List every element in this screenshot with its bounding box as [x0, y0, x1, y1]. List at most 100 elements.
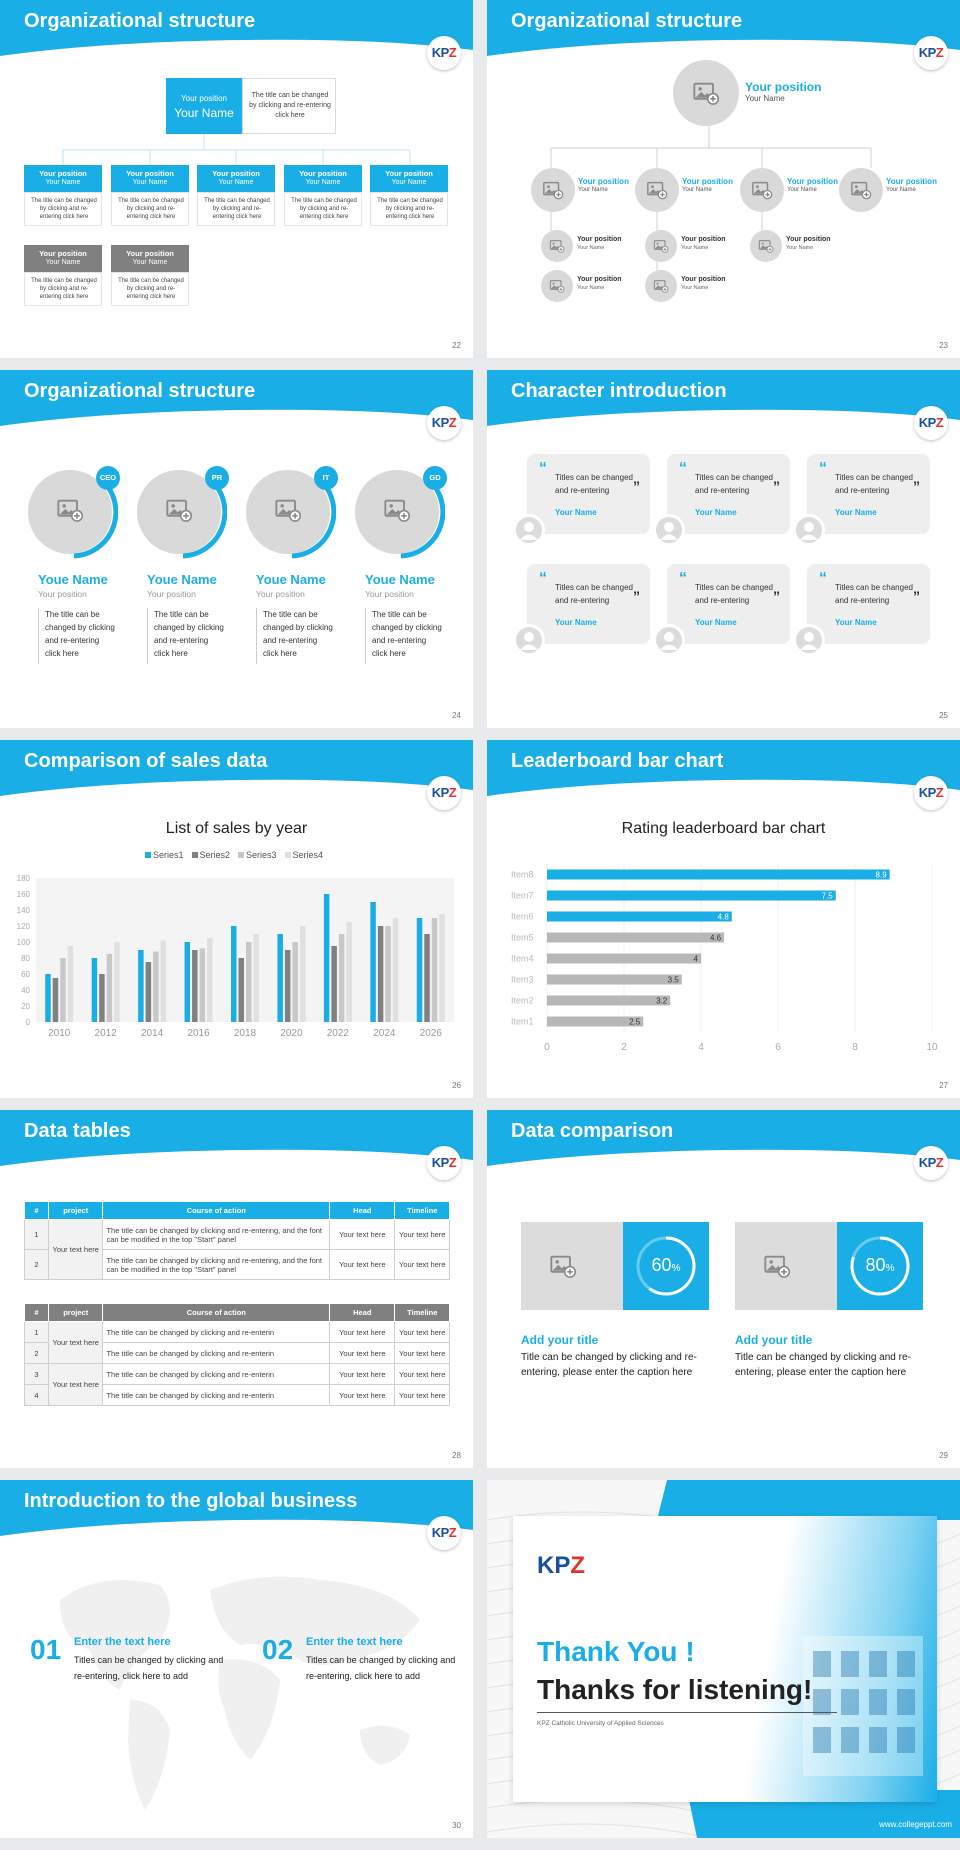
- slide-header-banner: Leaderboard bar chart: [487, 740, 960, 802]
- timeline-cell[interactable]: Your text here: [394, 1219, 450, 1250]
- slide-header-banner: Character introduction: [487, 370, 960, 432]
- project-cell[interactable]: Your text here: [47, 1219, 104, 1280]
- timeline-cell[interactable]: Your text here: [394, 1249, 450, 1280]
- desc-box: The title can be changed by clicking and…: [111, 192, 189, 226]
- slide-30[interactable]: Introduction to the global business KPZ 30…: [0, 1480, 473, 1838]
- item-text: Title can be changed by clicking and re-…: [735, 1352, 911, 1378]
- data-label: 7.5: [822, 892, 834, 901]
- image-placeholder-icon: [653, 238, 669, 254]
- project-cell[interactable]: Your text here: [47, 1321, 104, 1364]
- timeline-cell[interactable]: Your text here: [394, 1384, 450, 1406]
- avatar-placeholder[interactable]: [653, 624, 685, 656]
- bar: [99, 974, 105, 1022]
- member-photo-placeholder[interactable]: [839, 168, 883, 212]
- image-placeholder[interactable]: [521, 1222, 623, 1310]
- leaderboard-bar-chart: 0 2 4 6 8 10 8.9 Item8 7.5 Item7 4.8 Item6 4.6 Item5 4…: [511, 864, 938, 1053]
- slide-title: Data tables: [24, 1120, 131, 1142]
- timeline-cell[interactable]: Your text here: [394, 1342, 450, 1364]
- slide-28[interactable]: Data tables KPZ 28 # project Course of action…: [0, 1110, 473, 1468]
- timeline-cell[interactable]: Your text here: [394, 1363, 450, 1385]
- member-photo-placeholder[interactable]: [635, 168, 679, 212]
- action-cell[interactable]: The title can be changed by clicking and…: [102, 1342, 331, 1364]
- member-photo-placeholder[interactable]: [541, 230, 573, 262]
- member-photo-placeholder[interactable]: [645, 230, 677, 262]
- table-row[interactable]: 1 Your text here The title can be changed …: [24, 1321, 450, 1364]
- slide-22[interactable]: Organizational structure KPZ 22 Your positi…: [0, 0, 473, 358]
- table-row[interactable]: 2 The title can be changed by clicking an…: [24, 1342, 450, 1364]
- quote-text: Titles can be changed and re-entering: [835, 583, 913, 605]
- slide-27[interactable]: Leaderboard bar chart KPZ 27 Rating leaderb…: [487, 740, 960, 1098]
- action-cell[interactable]: The title can be changed by clicking and…: [102, 1219, 331, 1250]
- website-url[interactable]: www.collegeppt.com: [879, 1820, 952, 1829]
- project-cell[interactable]: Your text here: [47, 1363, 104, 1406]
- position-box[interactable]: Your position Your Name: [111, 165, 189, 192]
- legend-entry: Series3: [238, 850, 277, 860]
- position-box[interactable]: Your position Your Name: [111, 245, 189, 272]
- slide-header-banner: Comparison of sales data: [0, 740, 473, 802]
- position-box[interactable]: Your position Your Name: [24, 245, 102, 272]
- action-cell[interactable]: The title can be changed by clicking and…: [102, 1384, 331, 1406]
- action-cell[interactable]: The title can be changed by clicking and…: [102, 1249, 331, 1280]
- quote-card[interactable]: “ Titles can be changed and re-entering” Y…: [807, 564, 930, 644]
- slide-25[interactable]: Character introduction KPZ 25 “ Titles can b…: [487, 370, 960, 728]
- avatar-placeholder[interactable]: [793, 514, 825, 546]
- table-row[interactable]: 1 Your text here The title can be changed …: [24, 1219, 450, 1280]
- avatar-placeholder[interactable]: [653, 514, 685, 546]
- head-cell[interactable]: Your text here: [329, 1363, 396, 1385]
- image-placeholder[interactable]: [735, 1222, 837, 1310]
- name-label: Your Name: [132, 259, 168, 266]
- x-tick-label: 2014: [141, 1028, 164, 1039]
- position-box[interactable]: Your position Your Name: [197, 165, 275, 192]
- quote-card[interactable]: “ Titles can be changed and re-entering” Y…: [527, 454, 650, 534]
- head-cell[interactable]: Your text here: [329, 1219, 396, 1250]
- avatar-placeholder[interactable]: [793, 624, 825, 656]
- bar: [547, 932, 725, 943]
- slide-23[interactable]: Organizational structure KPZ 23 Your positi…: [487, 0, 960, 358]
- member-photo-placeholder[interactable]: [740, 168, 784, 212]
- top-photo-placeholder[interactable]: [673, 60, 739, 126]
- slide-31[interactable]: KPZ Thank You ! Thanks for listening! KPZ C…: [487, 1480, 960, 1838]
- member-photo-placeholder[interactable]: [531, 168, 575, 212]
- quote-text: Titles can be changed and re-entering: [835, 473, 913, 495]
- divider: [537, 1712, 837, 1713]
- avatar-placeholder[interactable]: [513, 624, 545, 656]
- timeline-cell[interactable]: Your text here: [394, 1321, 450, 1343]
- quote-card[interactable]: “ Titles can be changed and re-entering” Y…: [667, 454, 790, 534]
- member-photo-placeholder[interactable]: [750, 230, 782, 262]
- position-label: Your position: [38, 589, 87, 599]
- legend-label: Series2: [199, 850, 231, 860]
- legend-swatch: [191, 852, 198, 858]
- action-cell[interactable]: The title can be changed by clicking and…: [102, 1363, 331, 1385]
- avatar-placeholder[interactable]: [513, 514, 545, 546]
- member-photo-placeholder[interactable]: [645, 270, 677, 302]
- legend-entry: Series4: [284, 850, 323, 860]
- position-box[interactable]: Your position Your Name: [370, 165, 448, 192]
- image-placeholder-icon: [751, 179, 773, 201]
- member-photo-placeholder[interactable]: [541, 270, 573, 302]
- position-box[interactable]: Your position Your Name: [24, 165, 102, 192]
- top-position-box[interactable]: Your position Your Name: [166, 78, 242, 134]
- table-row[interactable]: 4 The title can be changed by clicking an…: [24, 1384, 450, 1406]
- head-cell[interactable]: Your text here: [329, 1249, 396, 1280]
- table-row[interactable]: 2 The title can be changed by clicking an…: [24, 1249, 450, 1280]
- slide-26[interactable]: Comparison of sales data KPZ 26 List of sal…: [0, 740, 473, 1098]
- slide-24[interactable]: Organizational structure KPZ 24 CEO Youe Nam…: [0, 370, 473, 728]
- category-label: Item1: [511, 1017, 534, 1027]
- column-header: Head: [329, 1201, 396, 1220]
- progress-ring: [850, 1236, 910, 1296]
- table-row[interactable]: 3 Your text here The title can be changed …: [24, 1363, 450, 1406]
- quote-card[interactable]: “ Titles can be changed and re-entering” Y…: [807, 454, 930, 534]
- connector-lines: [0, 0, 473, 358]
- action-cell[interactable]: The title can be changed by clicking and…: [102, 1321, 331, 1343]
- world-map-background: [20, 1540, 460, 1830]
- position-box[interactable]: Your position Your Name: [284, 165, 362, 192]
- quote-card[interactable]: “ Titles can be changed and re-entering” Y…: [667, 564, 790, 644]
- head-cell[interactable]: Your text here: [329, 1321, 396, 1343]
- percent-value: 60%: [623, 1255, 709, 1276]
- legend-label: Series1: [153, 850, 184, 860]
- position-label: Your position: [786, 236, 831, 243]
- head-cell[interactable]: Your text here: [329, 1342, 396, 1364]
- quote-card[interactable]: “ Titles can be changed and re-entering” Y…: [527, 564, 650, 644]
- head-cell[interactable]: Your text here: [329, 1384, 396, 1406]
- slide-29[interactable]: Data comparison KPZ 29 60% Add your title Tit…: [487, 1110, 960, 1468]
